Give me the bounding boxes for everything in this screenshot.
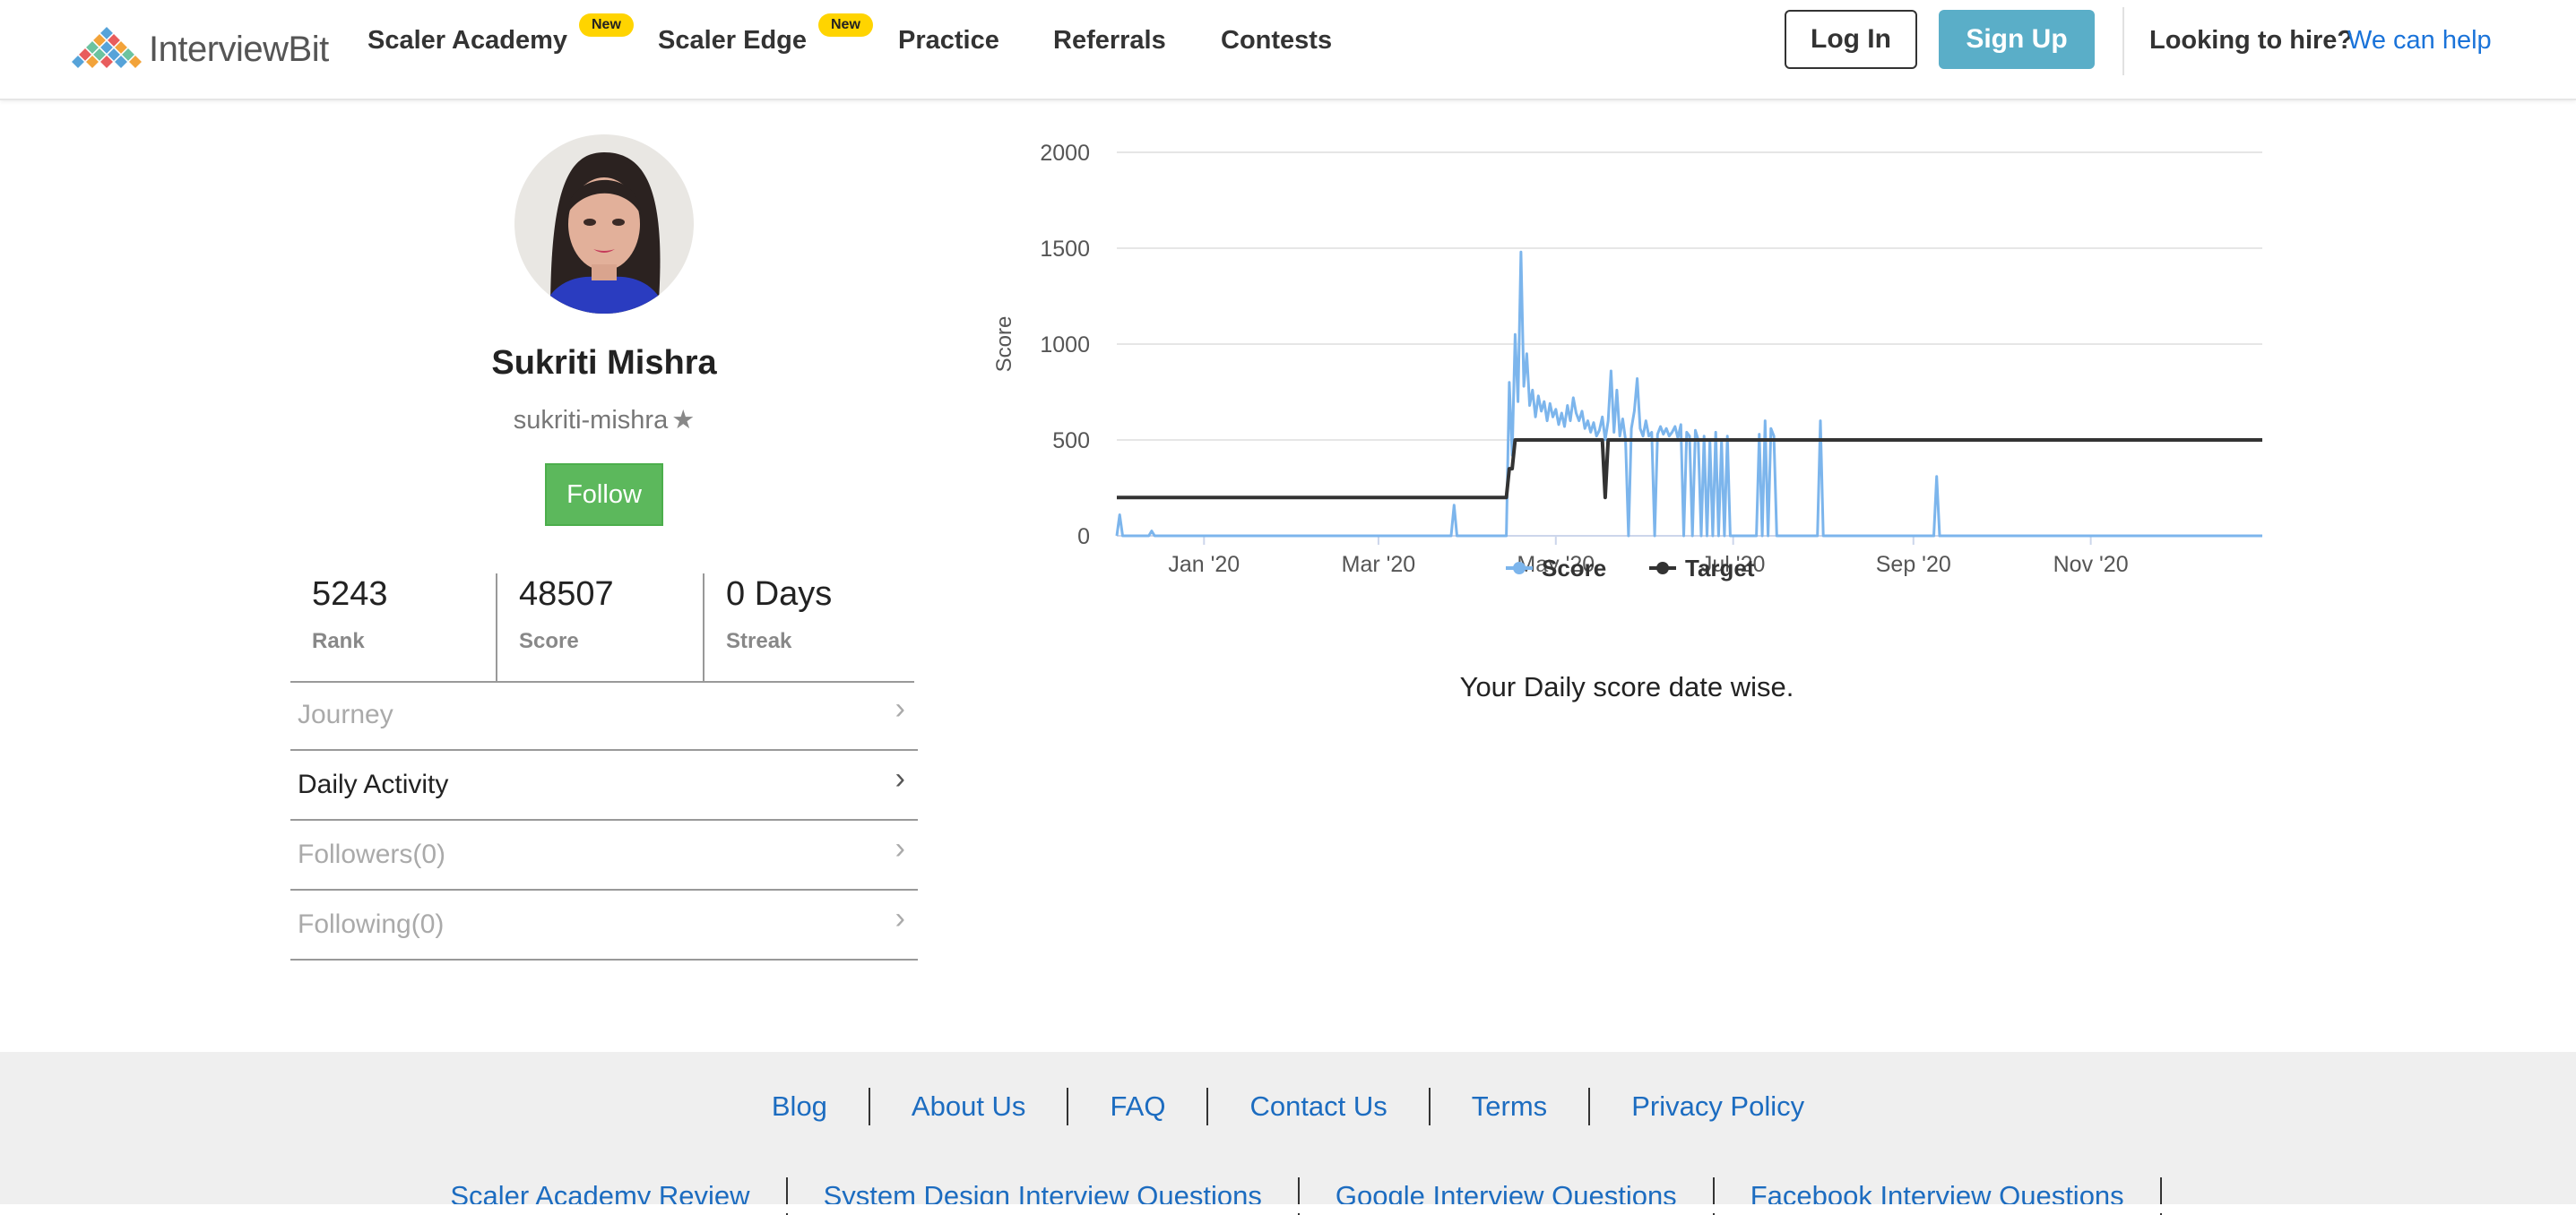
x-tick-label: Mar '20 (1342, 552, 1416, 577)
menu-item-label: Following(0) (298, 909, 445, 939)
chart-caption: Your Daily score date wise. (1459, 671, 1794, 702)
stat-value: 5243 (312, 575, 388, 613)
new-badge: New (818, 13, 873, 37)
x-tick-label: May '20 (1517, 552, 1595, 577)
stat-score: 48507 Score (497, 573, 704, 681)
footer-links-primary: Blog About Us FAQ Contact Us Terms Privacy Po… (0, 1088, 2576, 1125)
profile-handle: sukriti-mishra ★ (290, 404, 918, 435)
chevron-right-icon: › (895, 762, 905, 796)
y-tick-label: 1000 (1040, 332, 1090, 358)
profile-name: Sukriti Mishra (491, 344, 717, 382)
nav-link-referrals[interactable]: Referrals (1053, 26, 1166, 55)
series-line-target (1117, 438, 2262, 500)
profile-handle-text: sukriti-mishra (513, 406, 669, 435)
legend-marker-score (1513, 562, 1526, 574)
star-icon[interactable]: ★ (671, 406, 696, 435)
logo-text: InterviewBit (149, 29, 329, 69)
top-navbar: InterviewBit Scaler Academy New Scaler E… (0, 0, 2576, 100)
logo-mark-icon (70, 26, 143, 71)
stat-label: Score (519, 629, 579, 653)
stat-divider (703, 573, 705, 681)
nav-link-contests[interactable]: Contests (1221, 26, 1333, 55)
stat-label: Streak (726, 629, 792, 653)
nav-link-scaler-academy[interactable]: Scaler Academy (367, 26, 568, 55)
y-tick-label: 0 (1077, 524, 1090, 549)
menu-item-label: Followers(0) (298, 840, 446, 869)
y-axis-label: Score (992, 316, 1016, 373)
hire-link[interactable]: We can help (2347, 26, 2492, 55)
chart-svg: 0 500 1000 1500 2000 Score Jan '20 Mar '20 May '… (992, 141, 2262, 582)
login-button[interactable]: Log In (1785, 10, 1917, 69)
menu-item-label: Journey (298, 700, 393, 729)
x-tick-label: Jul '20 (1701, 552, 1765, 577)
menu-item-daily-activity[interactable]: Daily Activity › (290, 751, 918, 821)
legend-label-target: Target (1685, 555, 1755, 582)
footer-link-faq[interactable]: FAQ (1068, 1088, 1209, 1125)
stat-streak: 0 Days Streak (705, 573, 914, 681)
footer-link-terms[interactable]: Terms (1431, 1088, 1591, 1125)
chevron-right-icon: › (895, 692, 905, 726)
chevron-right-icon: › (895, 901, 905, 935)
page-bottom-strip (0, 1204, 2576, 1213)
menu-item-journey[interactable]: Journey › (290, 681, 918, 751)
stat-value: 0 Days (726, 575, 833, 613)
footer-link-contact-us[interactable]: Contact Us (1208, 1088, 1431, 1125)
footer-link-about-us[interactable]: About Us (870, 1088, 1069, 1125)
x-tick-label: Nov '20 (2053, 552, 2129, 577)
profile-menu: Journey › Daily Activity › Followers(0) … (290, 681, 918, 961)
x-tick-label: Jan '20 (1168, 552, 1240, 577)
profile-avatar (514, 134, 694, 314)
new-badge: New (579, 13, 634, 37)
stat-label: Rank (312, 629, 365, 653)
signup-button[interactable]: Sign Up (1939, 10, 2095, 69)
y-tick-label: 2000 (1040, 141, 1090, 166)
x-tick-label: Sep '20 (1876, 552, 1951, 577)
hire-text: Looking to hire? (2149, 26, 2354, 55)
profile-stats: 5243 Rank 48507 Score 0 Days Streak (290, 573, 914, 683)
legend-label-score: Score (1542, 555, 1606, 582)
footer-link-privacy-policy[interactable]: Privacy Policy (1631, 1090, 1805, 1122)
legend-marker-target (1656, 562, 1669, 574)
footer-link-blog[interactable]: Blog (730, 1088, 870, 1125)
stat-rank: 5243 Rank (290, 573, 497, 681)
chevron-right-icon: › (895, 832, 905, 866)
nav-link-scaler-edge[interactable]: Scaler Edge (658, 26, 808, 55)
follow-button[interactable]: Follow (545, 463, 663, 526)
menu-item-followers[interactable]: Followers(0) › (290, 821, 918, 891)
nav-link-practice[interactable]: Practice (898, 26, 999, 55)
daily-score-chart: 0 500 1000 1500 2000 Score Jan '20 Mar '20 May '… (986, 125, 2295, 627)
stat-divider (496, 573, 497, 681)
y-tick-label: 500 (1052, 428, 1090, 453)
nav-divider (2122, 7, 2124, 75)
footer: Blog About Us FAQ Contact Us Terms Privacy Po… (0, 1052, 2576, 1215)
menu-item-following[interactable]: Following(0) › (290, 891, 918, 961)
series-line-score (1115, 250, 2262, 538)
menu-item-label: Daily Activity (298, 770, 449, 799)
interviewbit-logo[interactable]: InterviewBit (70, 18, 329, 81)
y-tick-label: 1500 (1040, 237, 1090, 262)
stat-value: 48507 (519, 575, 614, 613)
